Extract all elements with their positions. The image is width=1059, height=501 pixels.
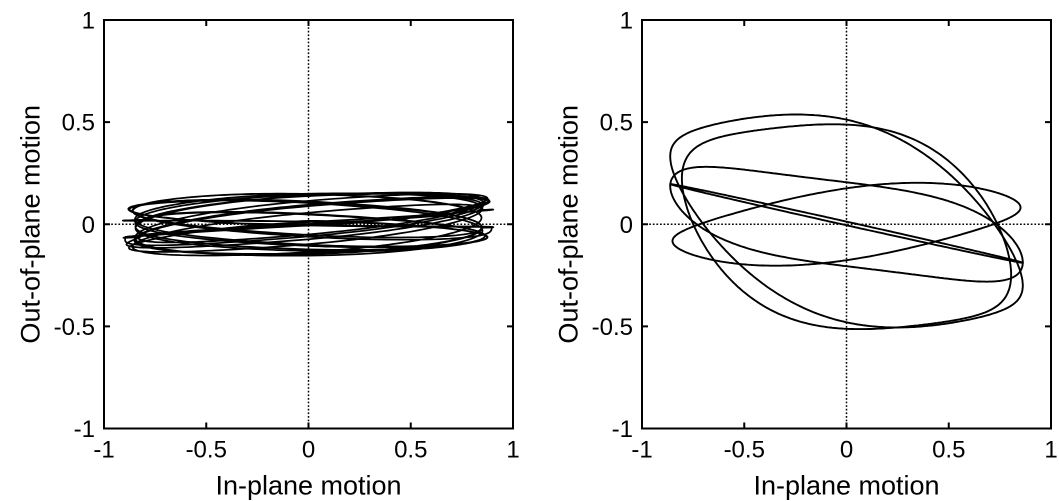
svg-text:-0.5: -0.5	[186, 437, 227, 464]
svg-text:Out-of-plane motion: Out-of-plane motion	[554, 105, 584, 344]
svg-text:-1: -1	[74, 416, 95, 443]
svg-text:0.5: 0.5	[600, 110, 633, 137]
svg-text:-0.5: -0.5	[724, 437, 765, 464]
svg-text:Out-of-plane motion: Out-of-plane motion	[16, 105, 46, 344]
svg-text:-1: -1	[93, 437, 114, 464]
svg-text:1: 1	[1044, 437, 1057, 464]
svg-text:0: 0	[302, 437, 315, 464]
svg-text:In-plane motion: In-plane motion	[753, 471, 939, 501]
svg-text:0.5: 0.5	[394, 437, 427, 464]
svg-text:0: 0	[840, 437, 853, 464]
svg-text:1: 1	[620, 8, 633, 35]
svg-text:0: 0	[82, 212, 95, 239]
svg-text:0.5: 0.5	[62, 110, 95, 137]
svg-text:-1: -1	[612, 416, 633, 443]
svg-text:In-plane motion: In-plane motion	[215, 471, 401, 501]
svg-text:0: 0	[620, 212, 633, 239]
svg-text:-1: -1	[631, 437, 652, 464]
svg-text:-0.5: -0.5	[592, 314, 633, 341]
svg-text:1: 1	[82, 8, 95, 35]
svg-text:1: 1	[506, 437, 519, 464]
svg-text:0.5: 0.5	[932, 437, 965, 464]
svg-text:-0.5: -0.5	[54, 314, 95, 341]
